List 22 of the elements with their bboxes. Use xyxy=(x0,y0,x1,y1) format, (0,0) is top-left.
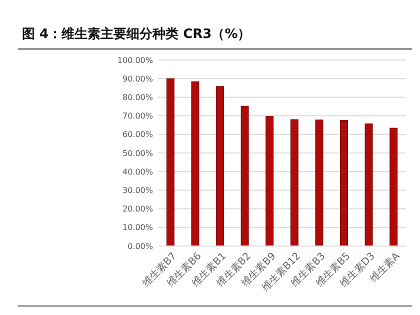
chart-title: 图 4：维生素主要细分种类 CR3（%） xyxy=(22,26,251,42)
bar xyxy=(266,116,274,246)
y-tick-label: 90.00% xyxy=(122,74,154,84)
bar xyxy=(364,124,373,246)
y-tick-label: 60.00% xyxy=(122,130,154,140)
y-tick-label: 100.00% xyxy=(117,56,154,65)
y-tick-label: 70.00% xyxy=(122,112,154,121)
bar xyxy=(191,81,200,246)
y-tick-label: 50.00% xyxy=(122,148,154,158)
y-tick-label: 80.00% xyxy=(122,93,154,102)
y-tick-label: 20.00% xyxy=(122,204,154,214)
y-tick-label: 30.00% xyxy=(122,186,154,195)
bar xyxy=(315,120,324,246)
bar xyxy=(240,106,249,246)
bar xyxy=(390,128,398,246)
y-tick-label: 0.00% xyxy=(128,242,154,251)
bar xyxy=(216,86,224,246)
y-tick-label: 40.00% xyxy=(122,167,154,176)
bar xyxy=(340,120,348,246)
y-tick-label: 10.00% xyxy=(122,223,154,232)
bar xyxy=(166,78,174,246)
bar xyxy=(290,119,298,246)
